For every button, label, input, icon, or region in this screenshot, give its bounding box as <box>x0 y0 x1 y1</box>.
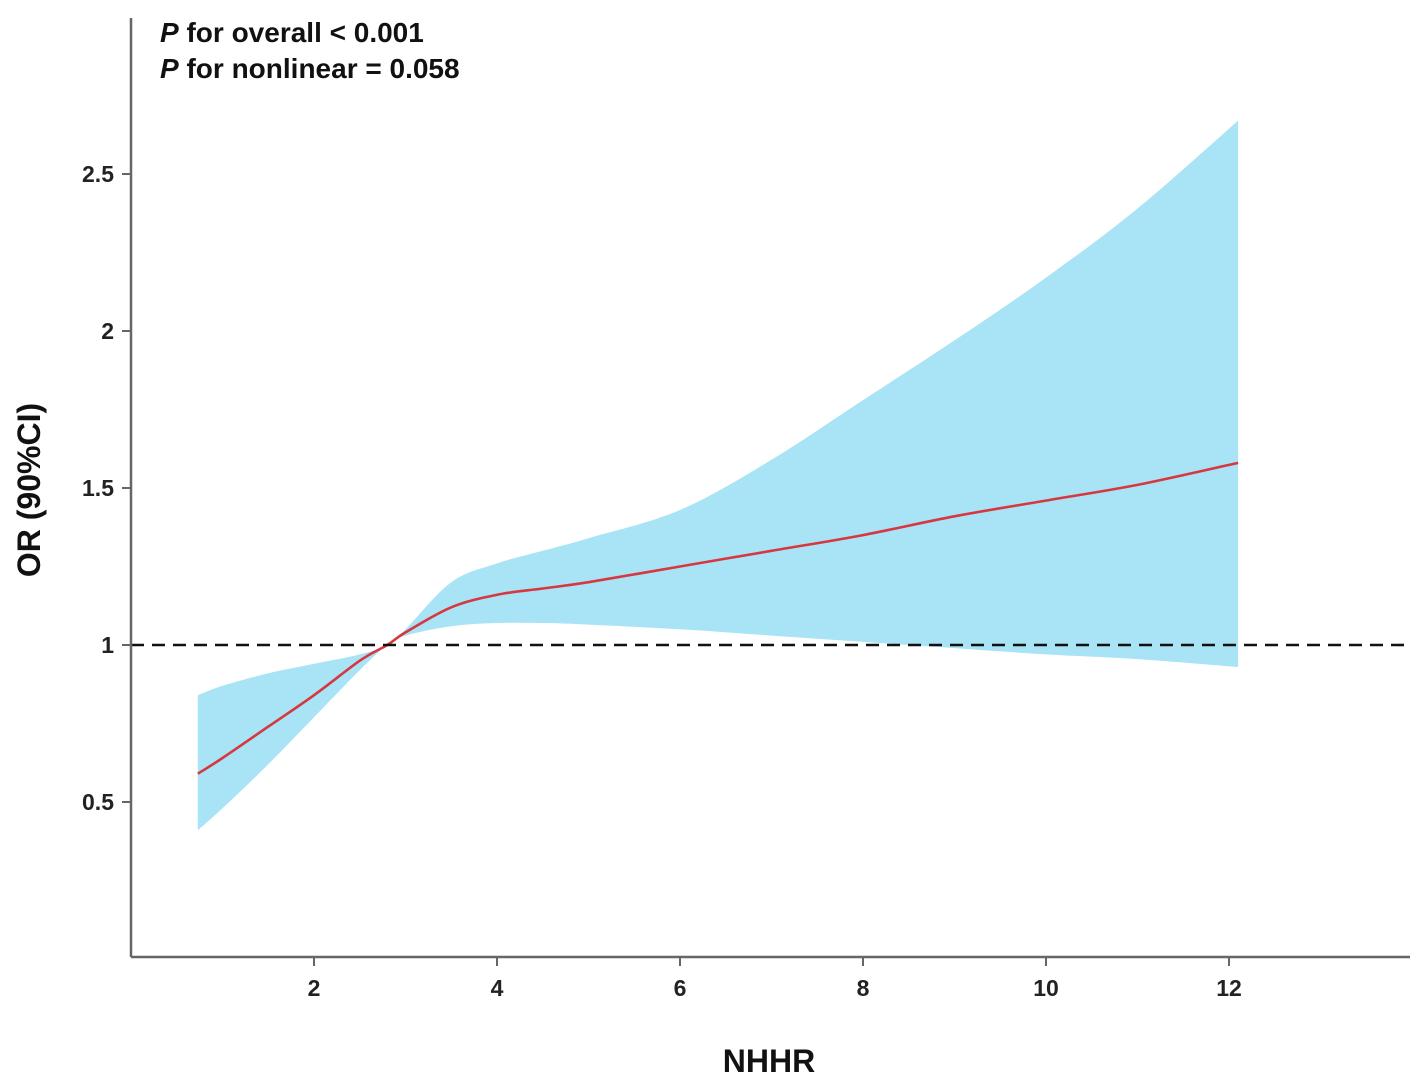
x-tick-label: 8 <box>857 975 870 1001</box>
or-curve-line <box>197 461 1239 775</box>
x-tick-label: 10 <box>1033 975 1059 1001</box>
y-tick-label: 1.5 <box>82 475 114 501</box>
x-tick-label: 12 <box>1216 975 1242 1001</box>
x-tick-label: 2 <box>308 975 321 1001</box>
annotation-overall: P for overall < 0.001 <box>160 17 424 48</box>
confidence-band <box>197 120 1239 831</box>
y-axis-title: OR (90%CI) <box>11 403 47 577</box>
annotation-nonlinear: P for nonlinear = 0.058 <box>160 53 460 84</box>
x-axis-title: NHHR <box>723 1043 815 1079</box>
y-tick-label: 2 <box>101 318 114 344</box>
y-tick-label: 0.5 <box>82 789 114 815</box>
x-tick-label: 4 <box>491 975 504 1001</box>
y-tick-label: 2.5 <box>82 161 114 187</box>
y-tick-label: 1 <box>101 632 114 658</box>
x-tick-label: 6 <box>674 975 687 1001</box>
